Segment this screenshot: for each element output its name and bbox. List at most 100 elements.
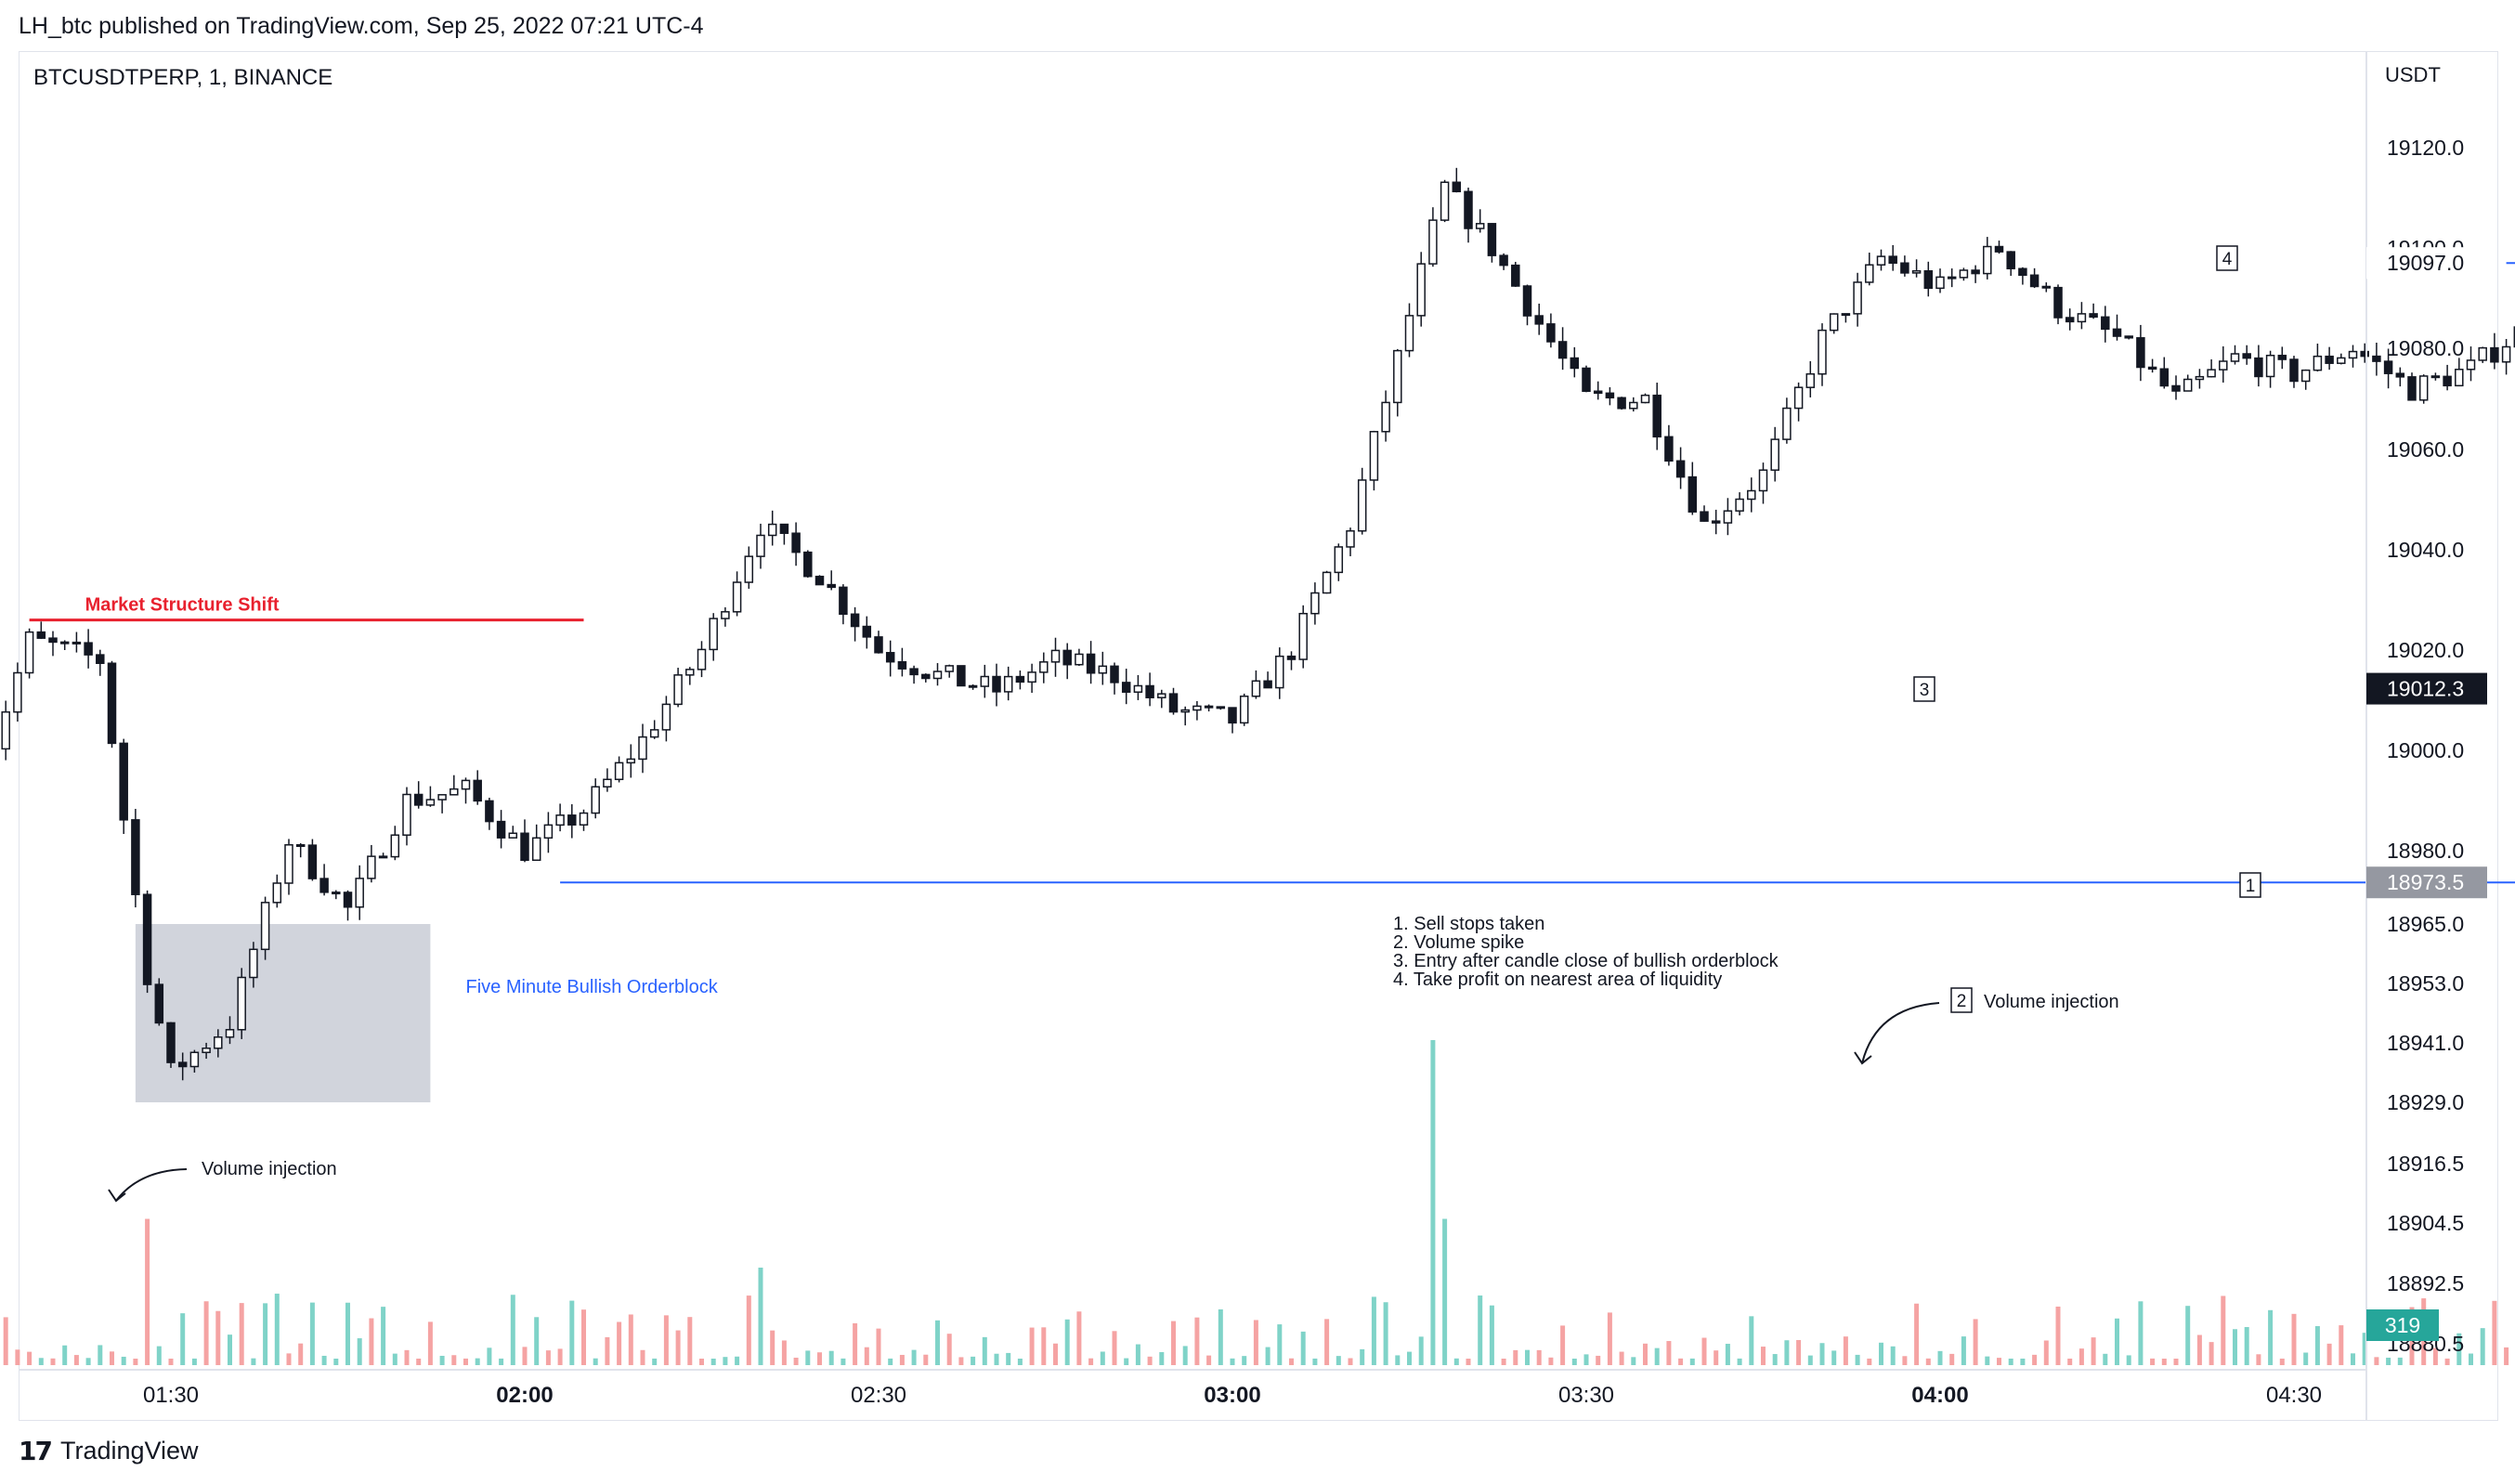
candle-down: [1971, 269, 1980, 275]
marker-1: 1: [2246, 877, 2256, 896]
volume-bar: [1112, 1331, 1117, 1365]
candle-down: [2006, 251, 2015, 270]
volume-bar: [2020, 1358, 2026, 1365]
volume-bar: [687, 1317, 693, 1365]
candle-down: [131, 819, 140, 895]
volume-bar: [62, 1345, 68, 1365]
volume-bar: [758, 1268, 763, 1365]
candle-down: [2041, 285, 2052, 289]
volume-bar: [958, 1357, 964, 1365]
candle-down: [2089, 313, 2098, 319]
candle-down: [1557, 341, 1568, 359]
y-tick-label: 18941.0: [2387, 1031, 2464, 1055]
candle-up: [1853, 281, 1862, 315]
volume-bar: [439, 1355, 445, 1365]
candle-up: [2195, 375, 2205, 381]
candle-down: [473, 779, 482, 802]
volume-bar: [1430, 1040, 1436, 1365]
volume-bar: [321, 1355, 327, 1365]
volume-bar: [2103, 1353, 2108, 1365]
x-tick-label: 01:30: [143, 1383, 199, 1408]
candle-down: [1015, 675, 1025, 683]
candle-up: [2230, 353, 2240, 362]
volume-bar: [1937, 1350, 1943, 1365]
candle-up: [603, 778, 612, 788]
volume-bar: [663, 1315, 669, 1365]
volume-bar: [463, 1358, 468, 1365]
volume-bar: [617, 1321, 622, 1365]
candle-down: [2372, 355, 2381, 362]
volume-bar: [1159, 1351, 1165, 1365]
volume-bar: [1360, 1348, 1365, 1365]
candle-down: [2289, 358, 2299, 383]
volume-bar: [2303, 1352, 2309, 1365]
volume-bar: [1654, 1347, 1660, 1365]
candle-up: [1393, 349, 1402, 404]
volume-bar: [2386, 1357, 2391, 1365]
volume-bar: [1006, 1352, 1011, 1365]
candle-down: [2136, 337, 2145, 369]
candle-down: [177, 1061, 188, 1068]
candle-up: [367, 855, 376, 879]
candle-down: [1711, 520, 1721, 524]
volume-bar: [1666, 1341, 1672, 1365]
candle-up: [1935, 276, 1945, 290]
volume-bar: [864, 1347, 869, 1365]
candle-down: [295, 844, 306, 848]
volume-bar: [817, 1352, 822, 1365]
volume-bar: [1029, 1327, 1035, 1365]
volume-bar: [853, 1322, 858, 1365]
y-tick-label: 19080.0: [2387, 336, 2464, 360]
candle-up: [1428, 219, 1438, 265]
volume-bar: [1277, 1324, 1283, 1365]
candle-down: [2018, 267, 2027, 277]
volume-bar: [805, 1350, 811, 1365]
candle-down: [2124, 335, 2133, 339]
volume-bar: [534, 1317, 540, 1365]
volume-bar: [1442, 1218, 1448, 1365]
y-tick-label: 18953.0: [2387, 971, 2464, 996]
candle-up: [2265, 354, 2275, 378]
candle-up: [1275, 655, 1284, 689]
candle-down: [2490, 346, 2499, 363]
candle-down: [1582, 367, 1591, 393]
candle-up: [1876, 255, 1886, 266]
candle-down: [1675, 460, 1686, 478]
volume-bar: [1879, 1342, 1883, 1365]
candle-up: [1475, 223, 1485, 229]
candle-down: [779, 523, 789, 534]
volume-bar: [1371, 1296, 1376, 1365]
volume-injection-right-arrow: [1861, 1002, 1940, 1064]
volume-bar: [2043, 1340, 2049, 1365]
candle-down: [2101, 316, 2110, 331]
volume-bar: [2055, 1306, 2061, 1365]
candle-down: [1652, 394, 1661, 438]
volume-bar: [309, 1302, 315, 1365]
candle-down: [1546, 323, 1556, 343]
volume-bar: [2067, 1358, 2073, 1365]
volume-bar: [1631, 1357, 1636, 1365]
candle-up: [1357, 479, 1367, 532]
candle-up: [2455, 369, 2464, 387]
volume-bar: [2008, 1358, 2013, 1365]
candle-down: [332, 892, 341, 895]
volume-bar: [581, 1309, 586, 1365]
volume-bar: [2351, 1353, 2355, 1365]
y-tick-label: 19040.0: [2387, 538, 2464, 562]
volume-bar: [1819, 1343, 1825, 1365]
symbol-label[interactable]: BTCUSDTPERP, 1, BINANCE: [33, 65, 333, 90]
candle-up: [2418, 375, 2429, 401]
candle-up: [260, 902, 270, 951]
tradingview-logo[interactable]: 17 TradingView: [19, 1436, 199, 1466]
volume-bar: [2432, 1347, 2438, 1365]
volume-bar: [85, 1358, 91, 1365]
candle-down: [343, 892, 353, 908]
candle-down: [2053, 286, 2063, 319]
candle-down: [874, 636, 883, 654]
volume-bar: [1536, 1349, 1542, 1365]
candle-down: [814, 575, 825, 586]
volume-bar: [1796, 1339, 1802, 1365]
volume-bar: [1206, 1355, 1212, 1365]
candle-up: [614, 762, 624, 781]
